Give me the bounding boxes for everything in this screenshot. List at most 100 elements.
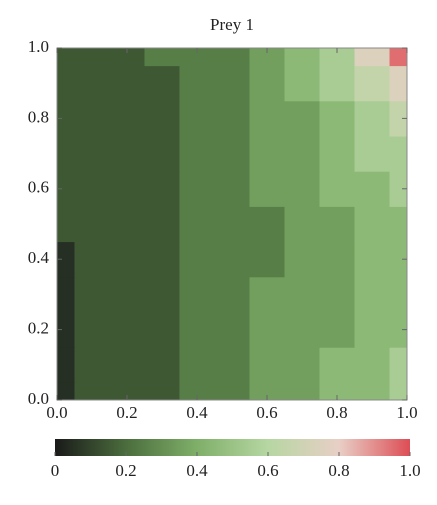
contour-cell (144, 171, 180, 207)
contour-cell (214, 206, 250, 243)
x-tick-label: 0.6 (256, 403, 277, 422)
contour-cell (179, 206, 215, 243)
contour-cell (284, 171, 320, 207)
contour-cell (354, 241, 390, 278)
contour-cell (284, 241, 320, 278)
contour-area (57, 48, 407, 400)
contour-cell (57, 347, 75, 383)
contour-cell (284, 382, 320, 400)
contour-cell (284, 206, 320, 243)
contour-cell (214, 65, 250, 102)
contour-cell (74, 100, 110, 137)
contour-cell (319, 312, 355, 348)
contour-cell (389, 171, 407, 207)
contour-cell (144, 48, 180, 67)
contour-cell (74, 241, 110, 278)
contour-cell (144, 206, 180, 243)
colorbar-tick-label: 0.4 (186, 461, 208, 480)
contour-cell (57, 206, 75, 243)
contour-cell (214, 48, 250, 67)
contour-cell (214, 382, 250, 400)
contour-cell (57, 276, 75, 313)
contour-cell (74, 347, 110, 383)
contour-cell (249, 100, 285, 137)
contour-cell (57, 48, 75, 67)
contour-cell (284, 100, 320, 137)
contour-cell (74, 276, 110, 313)
contour-cell (144, 65, 180, 102)
contour-cell (57, 312, 75, 348)
contour-cell (109, 276, 145, 313)
contour-cell (144, 382, 180, 400)
contour-cell (144, 136, 180, 172)
contour-cell (179, 65, 215, 102)
colorbar-tick-label: 0.8 (328, 461, 349, 480)
contour-cell (389, 206, 407, 243)
contour-cell (354, 382, 390, 400)
contour-cell (319, 347, 355, 383)
contour-cell (389, 100, 407, 137)
contour-cell (144, 241, 180, 278)
x-tick-label: 0.8 (326, 403, 347, 422)
contour-cell (249, 65, 285, 102)
contour-cell (179, 136, 215, 172)
y-tick-label: 0.0 (28, 389, 49, 408)
contour-cell (74, 136, 110, 172)
colorbar-tick-label: 1.0 (399, 461, 420, 480)
contour-cell (284, 48, 320, 67)
contour-cell (109, 206, 145, 243)
contour-cell (179, 276, 215, 313)
contour-cell (249, 382, 285, 400)
contour-cell (389, 347, 407, 383)
contour-cell (354, 312, 390, 348)
contour-cell (319, 382, 355, 400)
colorbar-tick-label: 0.2 (115, 461, 136, 480)
y-tick-label: 0.2 (28, 319, 49, 338)
contour-cell (74, 65, 110, 102)
contour-cell (319, 100, 355, 137)
plot-frame (56, 47, 408, 401)
contour-cell (284, 347, 320, 383)
contour-cell (389, 48, 407, 67)
contour-cell (214, 136, 250, 172)
x-tick-label: 1.0 (396, 403, 417, 422)
contour-cell (109, 382, 145, 400)
x-tick-label: 0.2 (116, 403, 137, 422)
contour-cell (144, 100, 180, 137)
contour-cell (179, 347, 215, 383)
contour-cell (389, 136, 407, 172)
contour-cell (249, 347, 285, 383)
colorbar (55, 439, 410, 456)
contour-cell (179, 48, 215, 67)
contour-cell (249, 241, 285, 278)
contour-cell (74, 171, 110, 207)
contour-cell (319, 206, 355, 243)
contour-cell (57, 65, 75, 102)
contour-cell (284, 65, 320, 102)
contour-cell (319, 171, 355, 207)
contour-cell (389, 65, 407, 102)
contour-cell (179, 241, 215, 278)
contour-cell (74, 382, 110, 400)
contour-cell (179, 171, 215, 207)
y-tick-label: 0.8 (28, 107, 49, 126)
contour-cell (109, 241, 145, 278)
contour-cell (249, 312, 285, 348)
contour-cell (214, 171, 250, 207)
contour-cell (354, 136, 390, 172)
contour-cell (354, 276, 390, 313)
contour-cell (109, 171, 145, 207)
contour-cell (354, 206, 390, 243)
y-tick-label: 0.4 (28, 248, 50, 267)
contour-cell (354, 171, 390, 207)
contour-cell (389, 382, 407, 400)
contour-cell (319, 136, 355, 172)
contour-cell (284, 276, 320, 313)
contour-cell (109, 48, 145, 67)
contour-cell (57, 382, 75, 400)
contour-cell (214, 100, 250, 137)
contour-cell (109, 100, 145, 137)
chart-title: Prey 1 (210, 15, 254, 34)
contour-cell (354, 48, 390, 67)
